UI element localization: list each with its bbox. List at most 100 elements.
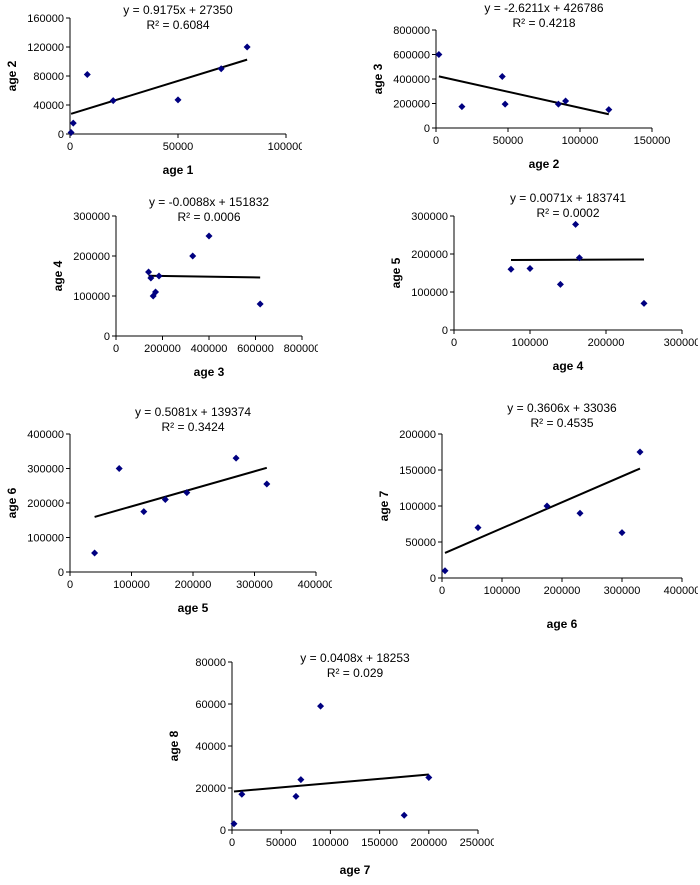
x-axis-title: age 2: [529, 157, 560, 171]
data-point: [572, 221, 579, 228]
x-tick-label: 0: [67, 141, 73, 153]
y-axis-title: age 2: [5, 60, 19, 91]
r-squared-label: R² = 0.0002: [536, 206, 599, 220]
x-tick-label: 200000: [144, 343, 181, 355]
x-axis-title: age 1: [163, 163, 194, 177]
y-tick-label: 0: [430, 573, 436, 585]
x-tick-label: 0: [67, 579, 73, 591]
x-tick-label: 300000: [664, 337, 698, 349]
x-tick-label: 100000: [484, 585, 521, 597]
x-axis-title: age 6: [547, 617, 578, 631]
y-tick-label: 0: [58, 567, 64, 579]
x-tick-label: 400000: [298, 579, 332, 591]
data-point: [110, 97, 117, 104]
y-tick-label: 600000: [393, 50, 430, 62]
y-axis-title: age 3: [371, 63, 385, 94]
y-tick-label: 80000: [33, 71, 64, 83]
x-axis-title: age 3: [194, 365, 225, 379]
r-squared-label: R² = 0.0006: [177, 210, 240, 224]
x-tick-label: 100000: [268, 141, 302, 153]
data-point: [557, 281, 564, 288]
x-tick-label: 200000: [588, 337, 625, 349]
data-point: [244, 44, 251, 51]
data-point: [84, 71, 91, 78]
y-axis-title: age 5: [389, 257, 403, 288]
data-point: [91, 550, 98, 557]
trendline-equation: y = 0.5081x + 139374: [135, 405, 251, 419]
y-tick-label: 0: [104, 331, 110, 343]
data-point: [442, 567, 449, 574]
data-point: [156, 273, 163, 280]
y-tick-label: 400000: [393, 74, 430, 86]
x-tick-label: 0: [433, 135, 439, 147]
y-tick-label: 200000: [393, 99, 430, 111]
trendline-equation: y = -0.0088x + 151832: [149, 195, 269, 209]
data-point: [499, 73, 506, 80]
x-tick-label: 600000: [237, 343, 274, 355]
data-point: [70, 120, 77, 127]
x-tick-label: 50000: [493, 135, 524, 147]
y-tick-label: 0: [58, 129, 64, 141]
y-axis-title: age 7: [377, 490, 391, 521]
data-point: [605, 106, 612, 113]
y-tick-label: 200000: [27, 498, 64, 510]
x-tick-label: 0: [113, 343, 119, 355]
x-tick-label: 100000: [512, 337, 549, 349]
data-point: [189, 253, 196, 260]
trendline-equation: y = 0.0071x + 183741: [510, 191, 626, 205]
y-tick-label: 80000: [195, 657, 226, 669]
trendline-equation: y = 0.9175x + 27350: [123, 3, 233, 17]
y-tick-label: 300000: [27, 464, 64, 476]
trendline-equation: y = 0.3606x + 33036: [507, 401, 617, 415]
x-tick-label: 100000: [312, 837, 349, 849]
y-tick-label: 0: [220, 825, 226, 837]
data-point: [475, 524, 482, 531]
data-point: [140, 508, 147, 515]
y-tick-label: 60000: [195, 699, 226, 711]
trendline: [149, 276, 261, 278]
x-tick-label: 0: [451, 337, 457, 349]
y-tick-label: 800000: [393, 25, 430, 37]
x-tick-label: 150000: [634, 135, 671, 147]
y-tick-label: 300000: [73, 211, 110, 223]
x-tick-label: 400000: [664, 585, 698, 597]
r-squared-label: R² = 0.4535: [530, 416, 593, 430]
trendline: [439, 76, 609, 114]
y-tick-label: 100000: [411, 287, 448, 299]
x-tick-label: 250000: [460, 837, 494, 849]
x-axis-title: age 5: [178, 601, 209, 615]
data-point: [619, 529, 626, 536]
y-tick-label: 40000: [195, 741, 226, 753]
data-point: [527, 265, 534, 272]
x-tick-label: 800000: [284, 343, 318, 355]
x-tick-label: 100000: [113, 579, 150, 591]
y-tick-label: 200000: [73, 251, 110, 263]
data-point: [263, 481, 270, 488]
x-tick-label: 150000: [361, 837, 398, 849]
y-tick-label: 100000: [27, 533, 64, 545]
trendline: [95, 468, 267, 517]
r-squared-label: R² = 0.4218: [512, 16, 575, 30]
data-point: [637, 449, 644, 456]
x-tick-label: 300000: [236, 579, 273, 591]
y-tick-label: 160000: [27, 13, 64, 25]
data-point: [145, 269, 152, 276]
x-tick-label: 0: [439, 585, 445, 597]
data-point: [206, 233, 213, 240]
r-squared-label: R² = 0.3424: [161, 420, 224, 434]
data-point: [175, 96, 182, 103]
y-tick-label: 200000: [411, 249, 448, 261]
data-point: [297, 776, 304, 783]
x-tick-label: 0: [229, 837, 235, 849]
